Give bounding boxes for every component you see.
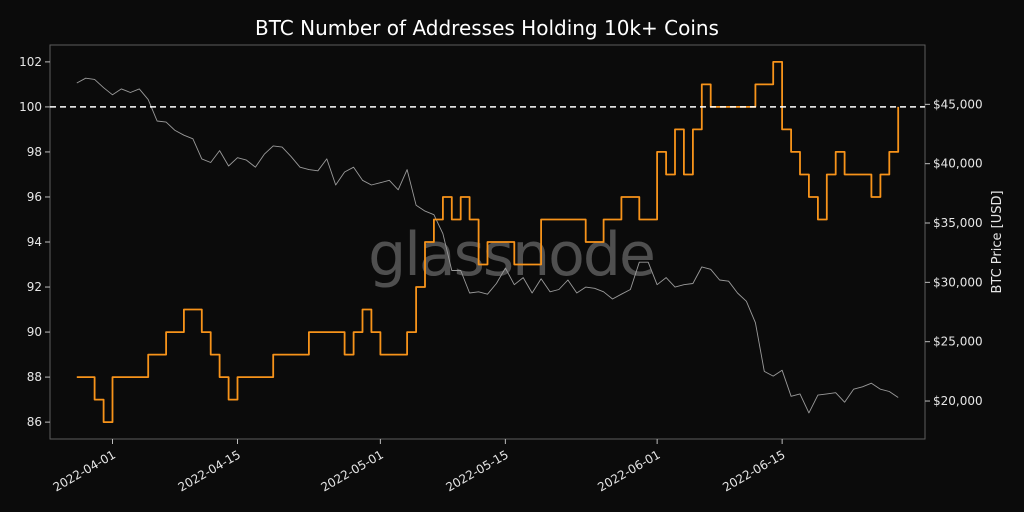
right-y-axis: $20,000 $25,000 $30,000 $35,000 $40,000 $45,0… <box>925 97 983 408</box>
left-axis-tick-label: 102 <box>19 55 42 69</box>
left-axis-tick-label: 94 <box>27 235 42 249</box>
left-axis-tick-label: 98 <box>27 145 42 159</box>
addresses-series-line <box>76 61 900 423</box>
left-axis-tick-label: 96 <box>27 190 42 204</box>
right-axis-tick-label: $45,000 <box>933 97 983 111</box>
right-axis-tick-label: $20,000 <box>933 394 983 408</box>
btc-price-series-line <box>76 77 899 414</box>
left-axis-tick-label: 88 <box>27 370 42 384</box>
left-axis-tick-label: 86 <box>27 415 42 429</box>
left-axis-tick-label: 92 <box>27 280 42 294</box>
glassnode-watermark: glassnode <box>368 220 654 290</box>
right-axis-label: BTC Price [USD] <box>990 190 1005 293</box>
left-axis-tick-label: 100 <box>19 100 42 114</box>
right-axis-tick-label: $30,000 <box>933 275 983 289</box>
left-y-axis: 86 88 90 92 94 96 98 100 102 <box>19 55 50 429</box>
left-axis-tick-label: 90 <box>27 325 42 339</box>
right-axis-tick-label: $40,000 <box>933 157 983 171</box>
series-layer <box>76 61 900 423</box>
right-axis-tick-label: $25,000 <box>933 335 983 349</box>
right-axis-tick-label: $35,000 <box>933 216 983 230</box>
chart-title: BTC Number of Addresses Holding 10k+ Coi… <box>255 16 719 40</box>
